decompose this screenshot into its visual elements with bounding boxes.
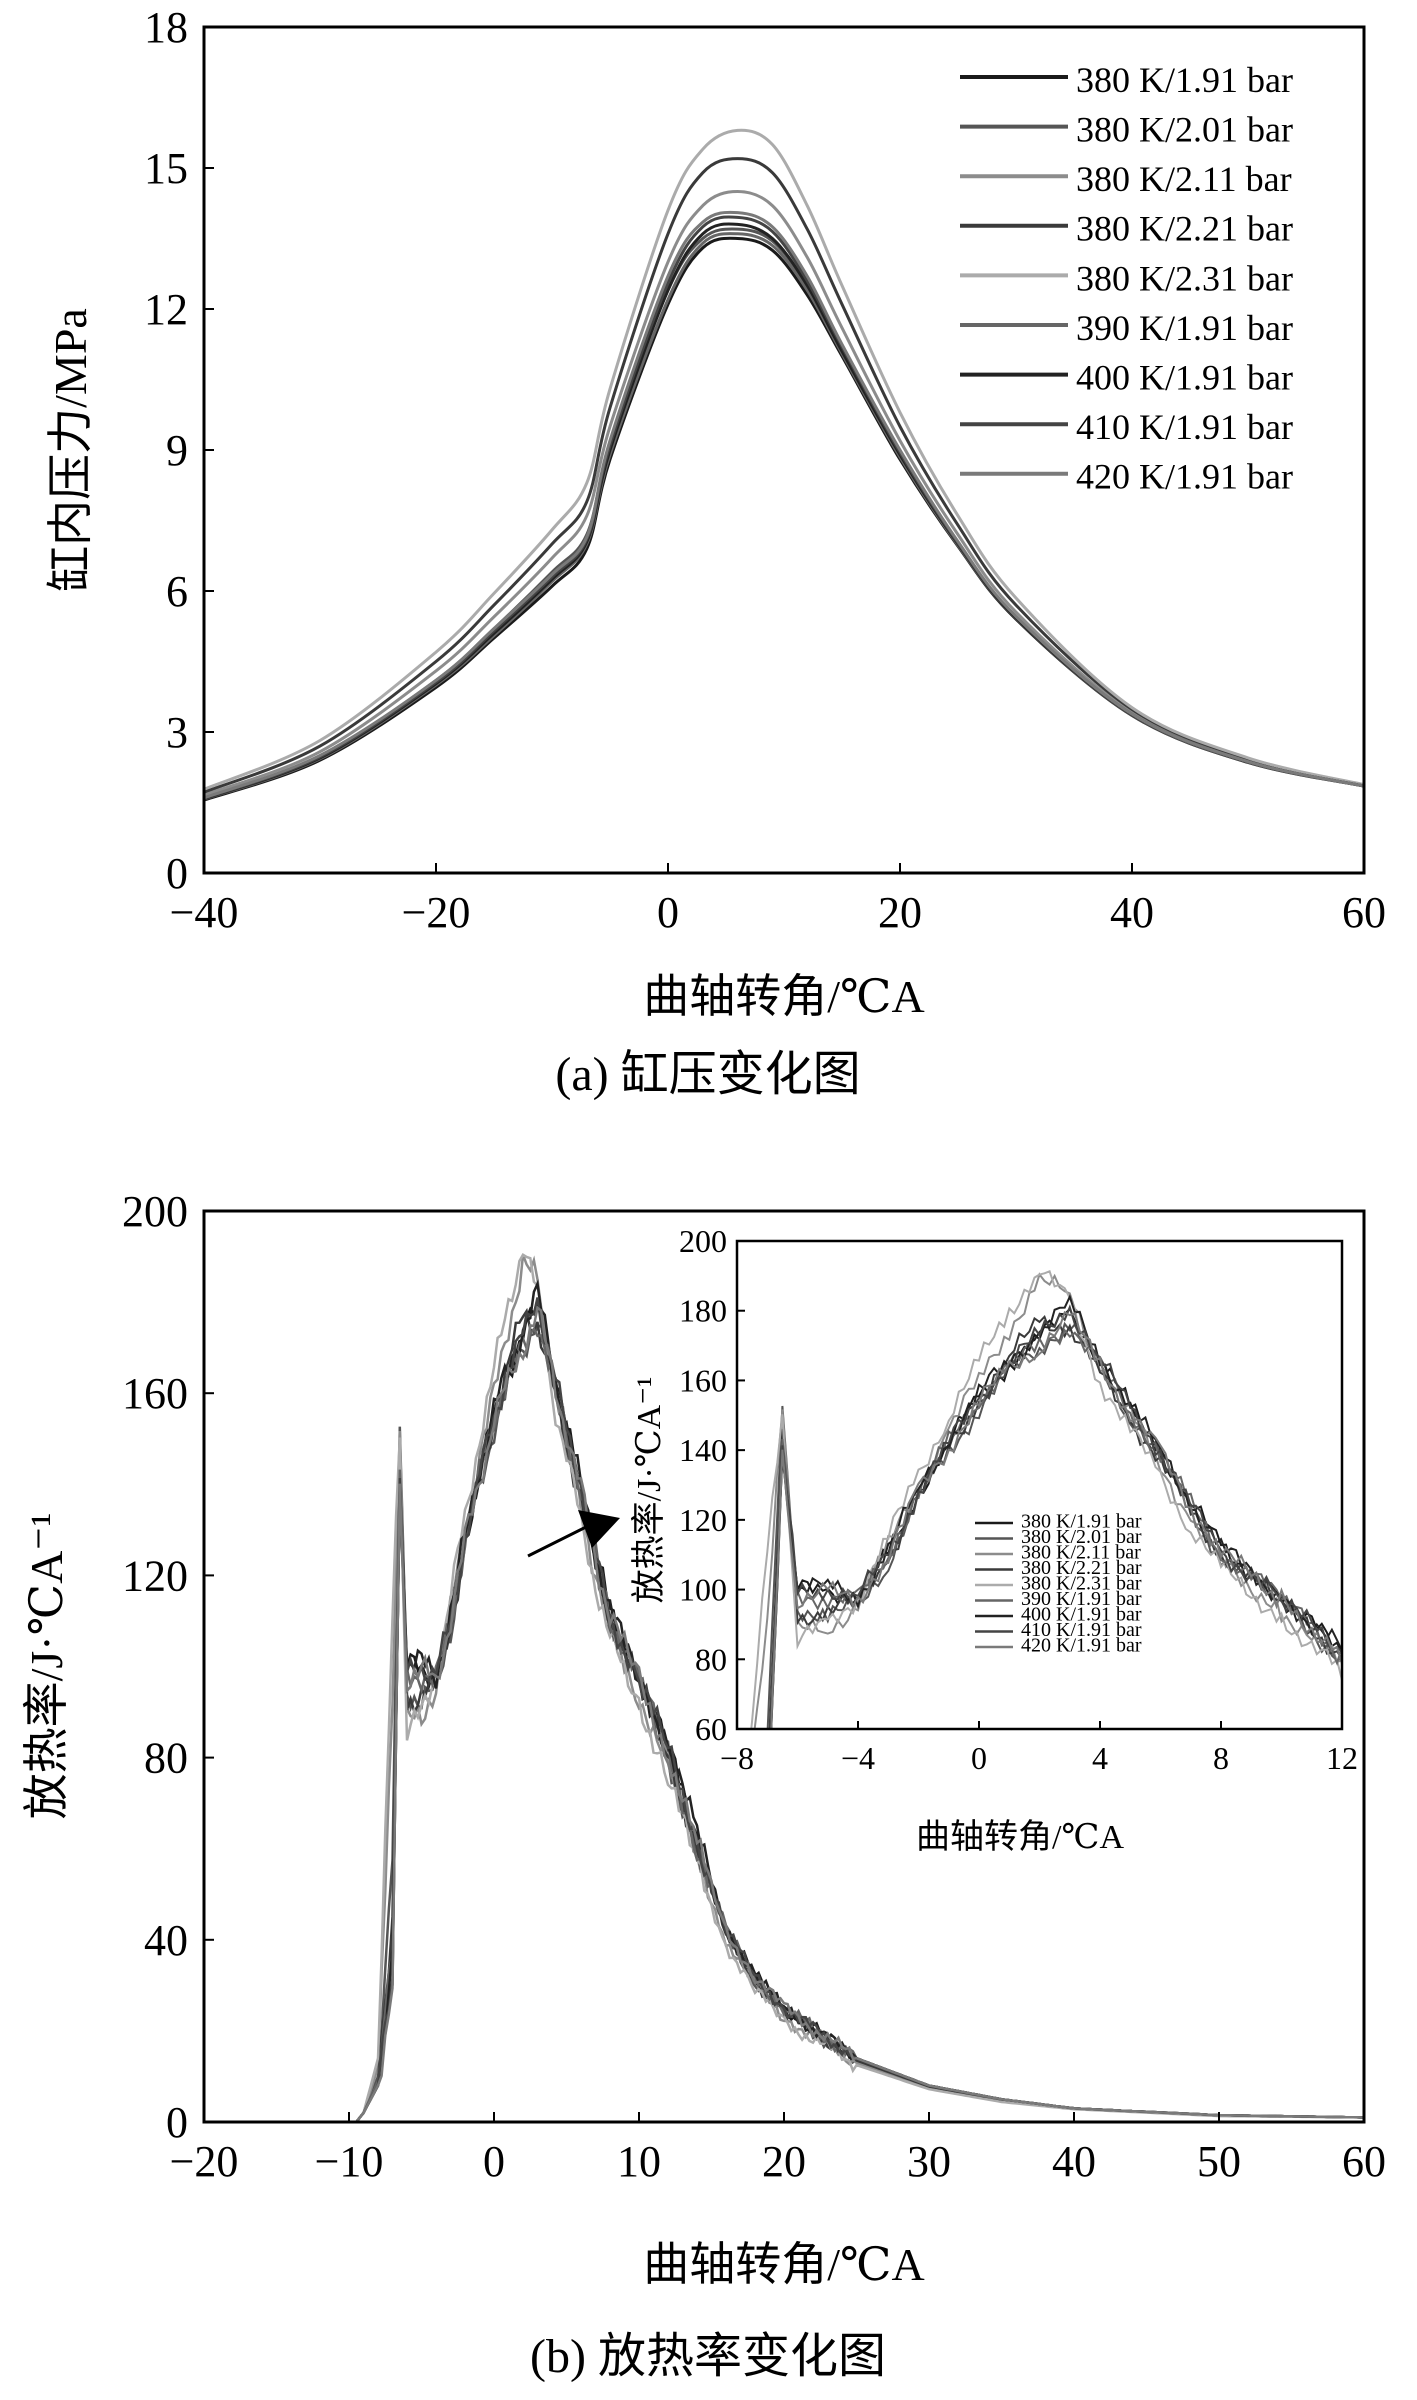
x-tick-label: 12 bbox=[1326, 1740, 1358, 1776]
x-tick-label: −10 bbox=[315, 2137, 384, 2186]
chart-b-y-label: 放热率/J·℃A⁻¹ bbox=[21, 1513, 72, 1820]
chart-a-x-axis: −40 −20 0 20 40 60 bbox=[170, 863, 1386, 937]
y-tick-label: 12 bbox=[144, 285, 188, 334]
legend-label: 380 K/2.31 bar bbox=[1021, 1573, 1142, 1595]
chart-b-x-axis: −20 −10 0 10 20 30 40 50 60 bbox=[170, 2112, 1386, 2186]
y-tick-label: 15 bbox=[144, 144, 188, 193]
legend-label: 390 K/1.91 bar bbox=[1076, 308, 1293, 348]
x-tick-label: 0 bbox=[483, 2137, 505, 2186]
series-line bbox=[204, 189, 1364, 797]
legend-label: 380 K/2.21 bar bbox=[1076, 209, 1293, 249]
chart-b-y-axis: 0 40 80 120 160 200 bbox=[122, 1187, 214, 2147]
y-tick-label: 80 bbox=[144, 1734, 188, 1783]
legend-label: 380 K/2.01 bar bbox=[1076, 109, 1293, 149]
x-tick-label: 0 bbox=[657, 888, 679, 937]
x-tick-label: 20 bbox=[878, 888, 922, 937]
zoom-arrow bbox=[527, 1510, 620, 1558]
legend-label: 410 K/1.91 bar bbox=[1076, 407, 1293, 447]
x-tick-label: 40 bbox=[1110, 888, 1154, 937]
series-line bbox=[204, 157, 1364, 794]
inset-frame bbox=[735, 1239, 1344, 1731]
x-tick-label: 60 bbox=[1342, 2137, 1386, 2186]
y-tick-label: 60 bbox=[695, 1711, 727, 1747]
legend-label: 400 K/1.91 bar bbox=[1021, 1604, 1142, 1626]
y-tick-label: 0 bbox=[166, 849, 188, 898]
chart-a-caption: (a) 缸压变化图 bbox=[555, 1048, 860, 1101]
chart-b-lines bbox=[204, 1253, 1364, 2122]
chart-a-y-label: 缸内压力/MPa bbox=[45, 308, 96, 592]
series-line bbox=[204, 215, 1364, 800]
chart-b-x-label: 曲轴转角/℃A bbox=[643, 2239, 924, 2290]
y-tick-label: 0 bbox=[166, 2098, 188, 2147]
y-tick-label: 100 bbox=[679, 1572, 727, 1608]
y-tick-label: 6 bbox=[166, 567, 188, 616]
inset-x-label: 曲轴转角/℃A bbox=[916, 1818, 1124, 1856]
legend-label: 380 K/1.91 bar bbox=[1076, 60, 1293, 100]
inset-y-label: 放热率/J·℃A⁻¹ bbox=[630, 1377, 668, 1604]
legend-label: 390 K/1.91 bar bbox=[1021, 1588, 1142, 1610]
series-line bbox=[770, 1310, 1342, 1729]
y-tick-label: 18 bbox=[144, 3, 188, 52]
x-tick-label: 30 bbox=[907, 2137, 951, 2186]
inset-y-axis: 60 80 100 120 140 160 180 200 bbox=[679, 1223, 745, 1747]
chart-a: −40 −20 0 20 40 60 0 3 6 9 12 15 18 曲轴转角/℃A 缸内压力/MP… bbox=[45, 3, 1386, 1101]
inset-lines bbox=[750, 1269, 1342, 1729]
legend-label: 420 K/1.91 bar bbox=[1076, 457, 1293, 497]
chart-a-y-axis: 0 3 6 9 12 15 18 bbox=[144, 3, 214, 898]
legend-label: 380 K/2.21 bar bbox=[1021, 1557, 1142, 1579]
x-tick-label: −20 bbox=[170, 2137, 239, 2186]
x-tick-label: −8 bbox=[720, 1740, 754, 1776]
series-line bbox=[204, 1305, 1364, 2122]
chart-a-legend: 380 K/1.91 bar 380 K/2.01 bar 380 K/2.11 b… bbox=[960, 60, 1293, 497]
y-tick-label: 120 bbox=[122, 1551, 188, 1600]
chart-b-caption: (b) 放热率变化图 bbox=[530, 2330, 886, 2383]
legend-label: 380 K/2.31 bar bbox=[1076, 258, 1293, 298]
chart-a-x-label: 曲轴转角/℃A bbox=[643, 971, 924, 1022]
legend-label: 420 K/1.91 bar bbox=[1021, 1635, 1142, 1657]
legend-label: 380 K/1.91 bar bbox=[1021, 1511, 1142, 1533]
chart-a-lines bbox=[204, 128, 1364, 802]
y-tick-label: 40 bbox=[144, 1916, 188, 1965]
y-tick-label: 140 bbox=[679, 1432, 727, 1468]
x-tick-label: 60 bbox=[1342, 888, 1386, 937]
x-tick-label: 0 bbox=[971, 1740, 987, 1776]
x-tick-label: 40 bbox=[1052, 2137, 1096, 2186]
legend-label: 380 K/2.11 bar bbox=[1076, 159, 1292, 199]
series-line bbox=[750, 1269, 1342, 1729]
x-tick-label: 50 bbox=[1197, 2137, 1241, 2186]
x-tick-label: 20 bbox=[762, 2137, 806, 2186]
y-tick-label: 3 bbox=[166, 708, 188, 757]
x-tick-label: −4 bbox=[841, 1740, 875, 1776]
chart-a-frame bbox=[202, 25, 1366, 875]
y-tick-label: 160 bbox=[679, 1362, 727, 1398]
legend-label: 380 K/2.01 bar bbox=[1021, 1526, 1142, 1548]
series-line bbox=[204, 210, 1364, 800]
inset-x-axis: −8 −4 0 4 8 12 bbox=[720, 1721, 1358, 1776]
series-line bbox=[204, 128, 1364, 791]
legend-label: 410 K/1.91 bar bbox=[1021, 1619, 1142, 1641]
y-tick-label: 200 bbox=[122, 1187, 188, 1236]
series-line bbox=[766, 1321, 1342, 1729]
y-tick-label: 9 bbox=[166, 426, 188, 475]
x-tick-label: 4 bbox=[1092, 1740, 1108, 1776]
y-tick-label: 180 bbox=[679, 1293, 727, 1329]
y-tick-label: 80 bbox=[695, 1641, 727, 1677]
chart-b-inset: −8 −4 0 4 8 12 60 80 100 120 140 160 180 200 曲轴转角/℃A… bbox=[630, 1223, 1358, 1856]
y-tick-label: 160 bbox=[122, 1369, 188, 1418]
x-tick-label: 8 bbox=[1213, 1740, 1229, 1776]
legend-label: 380 K/2.11 bar bbox=[1021, 1542, 1141, 1564]
y-tick-label: 120 bbox=[679, 1502, 727, 1538]
x-tick-label: −40 bbox=[170, 888, 239, 937]
legend-label: 400 K/1.91 bar bbox=[1076, 357, 1293, 397]
x-tick-label: −20 bbox=[402, 888, 471, 937]
x-tick-label: 10 bbox=[617, 2137, 661, 2186]
y-tick-label: 200 bbox=[679, 1223, 727, 1259]
